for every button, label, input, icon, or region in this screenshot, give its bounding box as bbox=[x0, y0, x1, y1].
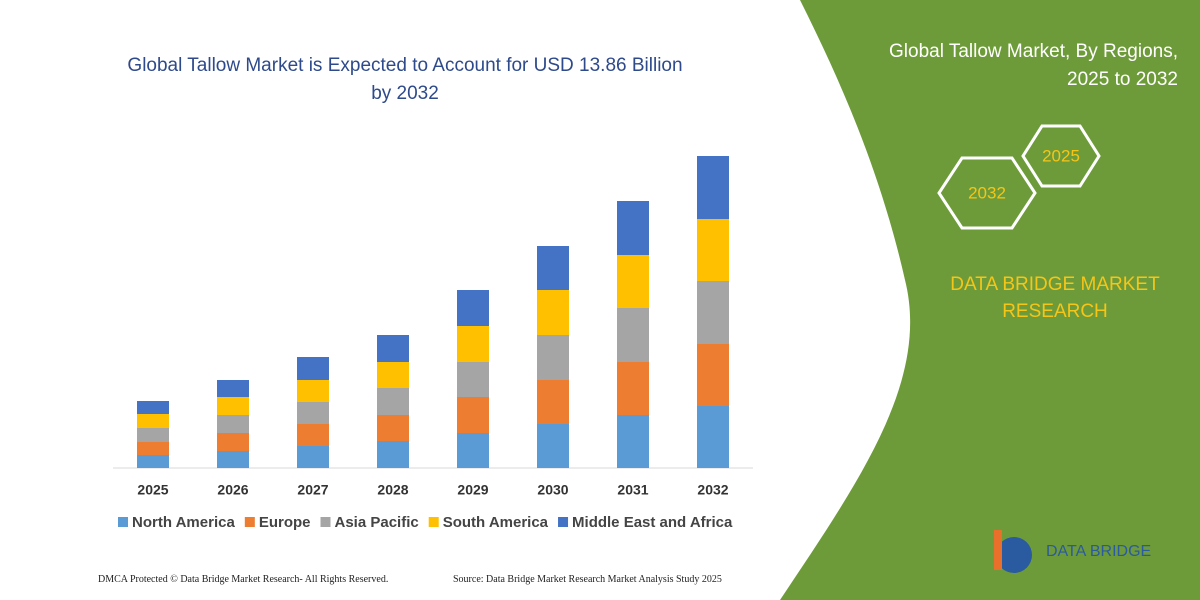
legend-label: Middle East and Africa bbox=[572, 514, 733, 531]
bar-segment bbox=[377, 415, 409, 441]
x-tick-label: 2026 bbox=[217, 482, 248, 498]
bar-segment bbox=[217, 415, 249, 433]
bar-segment bbox=[697, 281, 729, 344]
legend-swatch bbox=[118, 517, 128, 527]
bar-segment bbox=[377, 335, 409, 362]
brand: DATA BRIDGE MARKET RESEARCH bbox=[950, 274, 1160, 322]
bar-segment bbox=[537, 290, 569, 335]
hexagon bbox=[937, 156, 1037, 230]
legend-label: Europe bbox=[259, 514, 311, 531]
bar-segment bbox=[697, 344, 729, 406]
bar-segment bbox=[457, 362, 489, 397]
bar-segment bbox=[537, 246, 569, 290]
bar-segment bbox=[217, 451, 249, 468]
bar-segment bbox=[697, 406, 729, 468]
bar-segment bbox=[377, 362, 409, 388]
bar-segment bbox=[537, 380, 569, 424]
logo-icon bbox=[996, 537, 1032, 573]
x-tick-label: 2031 bbox=[617, 482, 648, 498]
bar-segment bbox=[377, 441, 409, 468]
logo-text: DATA BRIDGE bbox=[1046, 543, 1151, 560]
hexagon-label: 2032 bbox=[968, 183, 1006, 202]
footer-right: Source: Data Bridge Market Research Mark… bbox=[453, 574, 722, 585]
bar-segment bbox=[217, 397, 249, 415]
bar-segment bbox=[137, 401, 169, 414]
legend-label: North America bbox=[132, 514, 235, 531]
x-tick-label: 2027 bbox=[297, 482, 328, 498]
x-tick-label: 2028 bbox=[377, 482, 408, 498]
footer-left: DMCA Protected © Data Bridge Market Rese… bbox=[98, 574, 388, 585]
bar-segment bbox=[297, 357, 329, 380]
bar-segment bbox=[697, 156, 729, 219]
bar-segment bbox=[617, 255, 649, 308]
bar-segment bbox=[457, 397, 489, 433]
legend-swatch bbox=[428, 517, 439, 527]
bar-segment bbox=[617, 308, 649, 362]
legend-label: South America bbox=[443, 514, 549, 531]
bar-segment bbox=[297, 446, 329, 468]
bar-segment bbox=[537, 335, 569, 380]
bar-segment bbox=[457, 326, 489, 362]
bar-segment bbox=[297, 380, 329, 402]
bar-segment bbox=[297, 424, 329, 446]
bar-segment bbox=[297, 402, 329, 424]
x-tick-label: 2025 bbox=[137, 482, 168, 498]
hexagon bbox=[1021, 124, 1101, 188]
x-tick-label: 2032 bbox=[697, 482, 728, 498]
bar-segment bbox=[617, 415, 649, 468]
chart-title: Global Tallow Market is Expected to Acco… bbox=[127, 55, 683, 104]
hexagon-label: 2025 bbox=[1042, 146, 1080, 165]
bar-segment bbox=[457, 290, 489, 326]
bar-segment bbox=[217, 433, 249, 451]
x-tick-label: 2030 bbox=[537, 482, 568, 498]
logo-icon bbox=[994, 530, 1002, 570]
x-tick-label: 2029 bbox=[457, 482, 488, 498]
bar-segment bbox=[617, 362, 649, 415]
bar-segment bbox=[137, 428, 169, 442]
legend-swatch bbox=[320, 517, 331, 527]
bar-segment bbox=[697, 219, 729, 281]
legend-swatch bbox=[558, 517, 569, 527]
legend-label: Asia Pacific bbox=[335, 514, 419, 531]
bar-segment bbox=[537, 424, 569, 468]
bar-segment bbox=[137, 414, 169, 428]
bar-segment bbox=[137, 455, 169, 468]
panel-title: Global Tallow Market, By Regions, 2025 t… bbox=[889, 41, 1178, 90]
bar-segment bbox=[617, 201, 649, 255]
bar-segment bbox=[457, 433, 489, 468]
legend-swatch bbox=[244, 517, 255, 527]
bar-segment bbox=[217, 380, 249, 397]
bar-segment bbox=[377, 388, 409, 415]
bar-segment bbox=[137, 442, 169, 455]
